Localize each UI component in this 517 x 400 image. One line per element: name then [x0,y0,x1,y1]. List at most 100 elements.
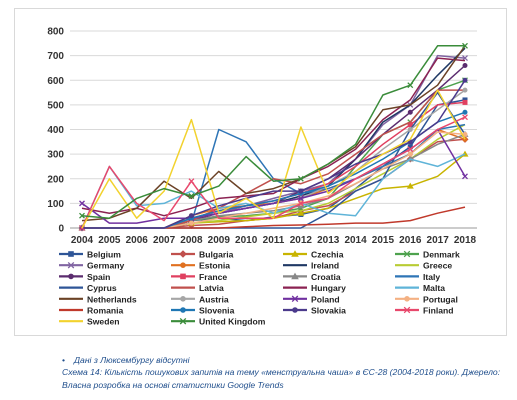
legend-label: Germany [87,261,124,271]
x-tick-label: 2014 [344,235,367,246]
series-marker [188,193,195,199]
series-line [81,89,466,229]
series-marker [407,122,413,128]
series-marker [68,273,74,280]
series-marker [406,182,414,189]
series-marker [462,42,468,49]
x-tick-label: 2008 [180,235,203,246]
series-marker [407,82,414,89]
x-tick-label: 2010 [235,235,258,246]
series-marker [404,296,410,302]
series-marker [407,127,413,132]
series-marker [79,200,85,207]
series-marker [292,307,298,313]
series-marker [291,250,299,257]
line-chart: 0 100 200 300 400 500 600 700 800 2004 2005 2006 200… [47,27,477,327]
legend-label: Sweden [87,317,119,327]
series-marker [180,273,186,280]
legend-label: Ireland [311,261,339,271]
series-marker [297,195,304,202]
legend-label: Austria [199,294,229,304]
y-tick-label: 300 [47,150,64,161]
legend-label: Denmark [423,250,460,260]
series-line [81,57,466,217]
chart-container: 0 100 200 300 400 500 600 700 800 2004 2005 2006 200… [14,8,507,336]
series-marker [180,307,186,313]
x-tick-label: 2004 [71,235,94,246]
series-marker [298,188,304,194]
figure-caption: • Дані з Люксембургу відсутні Схема 14: … [62,354,502,391]
legend-label: Bulgaria [199,250,234,260]
series-marker [462,109,468,115]
series-marker [188,213,194,219]
legend-label: Czechia [311,250,344,260]
y-tick-label: 0 [58,224,64,235]
series-marker [407,144,413,150]
legend-label: Netherlands [87,294,137,304]
series-marker [403,306,411,314]
legend-label: Latvia [199,283,224,293]
series-marker [403,250,411,258]
caption-note: • Дані з Люксембургу відсутні [62,354,502,366]
series-marker [462,99,468,105]
series-line [81,45,466,222]
legend-label: Malta [423,283,445,293]
legend-label: Cyprus [87,283,117,293]
series-marker [407,151,413,157]
y-tick-label: 500 [47,100,64,111]
series-marker [462,114,468,121]
x-tick-label: 2015 [372,235,395,246]
series-marker [179,250,187,258]
x-tick-label: 2005 [98,235,121,246]
caption-text: Схема 14: Кількість пошукових запитів на… [62,367,501,390]
legend-label: Spain [87,272,110,282]
x-tick-label: 2011 [263,235,285,246]
legend-label: Italy [423,272,440,282]
legend-label: Belgium [87,250,121,260]
legend-label: Hungary [311,283,346,293]
series-marker [188,220,194,226]
y-tick-label: 800 [47,27,64,38]
legend-label: Slovakia [311,306,346,316]
legend-label: Croatia [311,272,341,282]
x-tick-label: 2012 [290,235,313,246]
legend-label: Portugal [423,294,458,304]
x-tick-label: 2009 [208,235,231,246]
legend-label: France [199,272,227,282]
series-marker [67,261,75,269]
series-marker [297,209,305,216]
series-line [82,54,466,229]
x-tick-label: 2017 [427,235,450,246]
series-line [81,153,466,229]
series-marker [462,87,468,93]
caption-note-text: Дані з Люксембургу відсутні [74,355,190,365]
y-tick-label: 700 [47,51,64,62]
legend-label: Poland [311,294,340,304]
series-marker [407,146,414,153]
series-marker [180,262,186,268]
bullet-icon: • [62,355,66,365]
y-tick-label: 400 [47,125,64,136]
series-marker [297,200,304,207]
series-marker [407,109,413,115]
series-marker [188,178,195,185]
series-marker [68,251,74,257]
legend-label: Estonia [199,261,230,271]
x-tick-label: 2013 [317,235,340,246]
series-marker [297,175,304,182]
series-marker [462,77,468,83]
x-tick-label: 2007 [153,235,176,246]
y-tick-label: 100 [47,199,64,210]
legend-label: Slovenia [199,306,235,316]
legend-label: Romania [87,306,124,316]
y-tick-label: 600 [47,76,64,87]
series-line [82,79,466,229]
series-marker [291,295,299,303]
legend-label: United Kingdom [199,317,266,327]
series-line [81,45,465,219]
series-marker [179,317,187,325]
series-marker [79,212,85,219]
series-marker [291,272,299,280]
series-marker [462,62,468,68]
legend-label: Greece [423,261,452,271]
